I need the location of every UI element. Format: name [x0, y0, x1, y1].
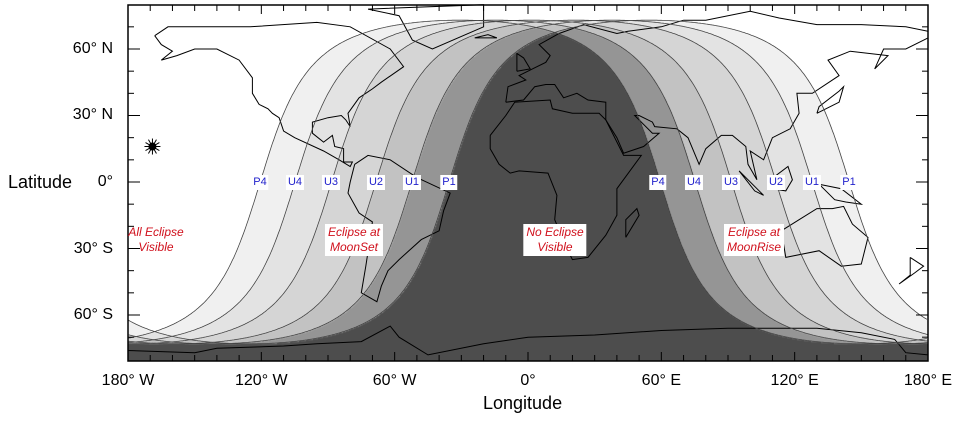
- moonset-contact-label: U4: [285, 175, 305, 190]
- zone-line: MoonSet: [329, 240, 379, 254]
- contact-curve-u1: [212, 19, 928, 345]
- zone-line: All Eclipse: [128, 225, 184, 239]
- contact-curve-p1: [249, 19, 928, 345]
- contact-curves: [127, 19, 928, 345]
- moonset-contact-label: U3: [321, 175, 341, 190]
- x-tick-label: 120° W: [235, 372, 288, 389]
- y-tick-label: 30° S: [73, 239, 113, 257]
- star-center: [148, 142, 157, 151]
- coastline-new-guinea: [818, 183, 864, 205]
- coastline-africa: [489, 99, 643, 261]
- x-tick-label: 0°: [520, 372, 536, 389]
- x-tick-label: 180° W: [101, 372, 155, 389]
- zone-line: Visible: [138, 240, 174, 254]
- moonset-contact-label: U2: [366, 175, 386, 190]
- zone-line: Visible: [537, 240, 573, 254]
- zone-label-moonset: Eclipse at MoonSet: [324, 224, 384, 256]
- zone-line: Eclipse at: [327, 225, 381, 239]
- y-tick-label: 30° N: [72, 106, 113, 124]
- coastline-south-america: [347, 154, 451, 303]
- moonset-contact-label: P4: [251, 175, 269, 190]
- y-tick-label: 0°: [97, 173, 113, 190]
- coastline-britain: [516, 52, 532, 72]
- contact-curve-p4: [860, 338, 927, 345]
- contact-curve-u2: [128, 340, 176, 345]
- coastline-madagascar: [625, 207, 640, 238]
- x-tick-label: 180° E: [903, 372, 953, 389]
- y-tick-label: 60° S: [73, 306, 113, 323]
- zone-label-all-visible: All Eclipse Visible: [125, 224, 186, 256]
- contact-curve-p1: [127, 319, 250, 345]
- y-axis-title: Latitude: [8, 172, 73, 192]
- map-border: [127, 4, 929, 362]
- x-tick-label: 60° W: [372, 372, 417, 389]
- coastline-japan: [816, 85, 845, 114]
- moonrise-contact-label: U1: [802, 175, 822, 190]
- map-overlay: [127, 4, 929, 362]
- zone-line: Eclipse at: [727, 225, 781, 239]
- coastline-eurasia: [505, 10, 929, 181]
- coastline-sumatra: [738, 170, 764, 196]
- x-tick-label: 120° E: [770, 372, 819, 389]
- axis-ticks: [128, 5, 928, 361]
- coastline-australia: [780, 205, 869, 267]
- contact-curve-u2: [176, 19, 928, 345]
- contact-curve-u3: [131, 19, 928, 345]
- y-tick-label: 60° N: [72, 39, 113, 57]
- moonrise-contact-label: U4: [684, 175, 704, 190]
- contact-curve-u1: [128, 334, 212, 345]
- zone-line: MoonRise: [726, 240, 782, 254]
- x-axis-title: Longitude: [483, 393, 563, 413]
- zone-label-moonrise: Eclipse at MoonRise: [723, 224, 785, 256]
- moonrise-contact-label: U3: [721, 175, 741, 190]
- coastline-iceland: [474, 34, 498, 39]
- moonrise-contact-label: U2: [766, 175, 786, 190]
- sublunar-point-star-icon: [144, 138, 161, 155]
- moonset-contact-label: P1: [440, 175, 458, 190]
- zone-label-none-visible: No Eclipse Visible: [523, 224, 587, 256]
- coastline-antarctica: [127, 325, 929, 356]
- coastline-north-america: [154, 21, 405, 168]
- zone-line: No Eclipse: [526, 225, 584, 239]
- coastline-new-zealand: [898, 256, 925, 285]
- moonrise-contact-label: P1: [840, 175, 858, 190]
- x-tick-label: 60° E: [641, 372, 681, 389]
- moonset-contact-label: U1: [402, 175, 422, 190]
- coastlines: [127, 4, 929, 356]
- moonrise-contact-label: P4: [649, 175, 667, 190]
